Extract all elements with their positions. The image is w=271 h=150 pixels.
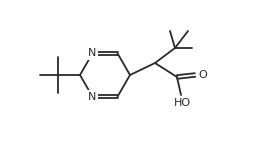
Text: HO: HO bbox=[173, 98, 191, 108]
Text: O: O bbox=[198, 70, 207, 80]
Text: N: N bbox=[88, 48, 97, 58]
Text: N: N bbox=[88, 92, 97, 102]
